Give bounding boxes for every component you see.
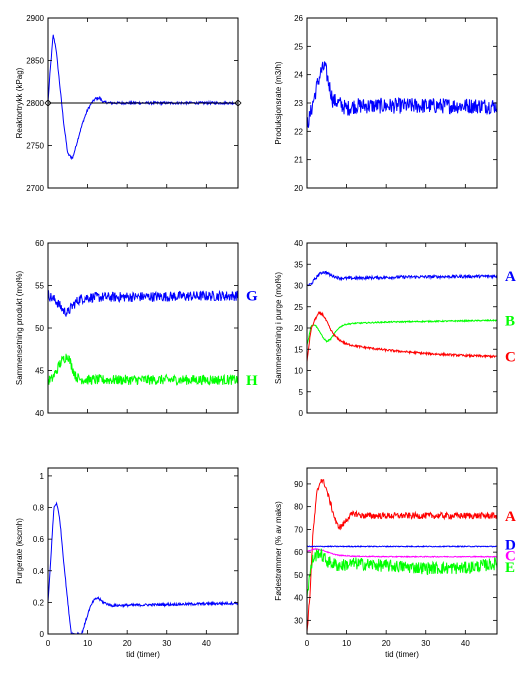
x-axis-label: tid (timer) bbox=[385, 650, 419, 659]
y-tick-label: 1 bbox=[40, 472, 45, 481]
y-axis-label: Fødestrømmer (% av maks) bbox=[274, 501, 283, 601]
y-axis-label: Sammensetning produkt (mol%) bbox=[15, 271, 24, 386]
y-tick-label: 2850 bbox=[26, 57, 44, 66]
y-axis-label: Purgerate (kscmh) bbox=[15, 518, 24, 584]
y-tick-label: 40 bbox=[294, 594, 303, 603]
chart-panel-1: 2700 2750 2800 2850 2900 Reaktortrykk (kPag) bbox=[15, 14, 242, 193]
series-label-C: C bbox=[505, 549, 516, 565]
series-label-A: A bbox=[505, 269, 516, 285]
plot-frame bbox=[306, 242, 498, 414]
x-tick-label: 30 bbox=[421, 639, 430, 648]
series-line-magenta bbox=[307, 547, 497, 559]
chart-panel-3: 40 45 50 55 60 Sammensetning produkt (mol%) G H bbox=[15, 239, 258, 418]
y-tick-label: 2700 bbox=[26, 184, 44, 193]
plot-frame bbox=[47, 242, 239, 414]
series-label-C: C bbox=[505, 349, 516, 365]
x-tick-label: 10 bbox=[83, 639, 92, 648]
y-tick-label: 0.2 bbox=[33, 598, 45, 607]
chart-panel-6: 30 40 50 60 70 80 90 0 10 20 30 40 Fødestrømmer (% a… bbox=[274, 467, 516, 659]
y-tick-label: 0.8 bbox=[33, 504, 45, 513]
series-line-blue bbox=[48, 289, 238, 317]
y-tick-label: 26 bbox=[294, 14, 303, 23]
y-tick-label: 45 bbox=[35, 367, 44, 376]
y-tick-label: 55 bbox=[35, 282, 44, 291]
y-tick-label: 15 bbox=[294, 345, 303, 354]
series-line-blue bbox=[48, 34, 238, 161]
x-tick-label: 0 bbox=[305, 639, 310, 648]
x-tick-label: 20 bbox=[123, 639, 132, 648]
y-tick-label: 10 bbox=[294, 367, 303, 376]
series-line-green bbox=[307, 318, 497, 346]
y-tick-label: 50 bbox=[35, 324, 44, 333]
series-line-blue bbox=[307, 61, 497, 128]
y-tick-label: 70 bbox=[294, 525, 303, 534]
x-tick-label: 40 bbox=[461, 639, 470, 648]
series-label-B: B bbox=[505, 313, 515, 329]
y-tick-label: 2800 bbox=[26, 99, 44, 108]
y-tick-label: 60 bbox=[35, 239, 44, 248]
series-line-blue bbox=[48, 501, 238, 634]
y-tick-label: 0.6 bbox=[33, 535, 45, 544]
y-tick-label: 22 bbox=[294, 127, 303, 136]
y-tick-label: 2750 bbox=[26, 142, 44, 151]
series-line-green bbox=[48, 353, 238, 386]
y-tick-label: 23 bbox=[294, 99, 303, 108]
y-tick-label: 30 bbox=[294, 282, 303, 291]
y-tick-label: 2900 bbox=[26, 14, 44, 23]
y-tick-label: 0.4 bbox=[33, 567, 45, 576]
y-tick-label: 0 bbox=[40, 630, 45, 639]
y-tick-label: 40 bbox=[294, 239, 303, 248]
chart-panel-2: 20 21 22 23 24 25 26 Produksjonsrate (m3/h) bbox=[274, 14, 498, 193]
chart-panel-4: 0 5 10 15 20 25 30 35 40 Sammensetning i purge (m… bbox=[274, 239, 516, 418]
x-tick-label: 0 bbox=[46, 639, 51, 648]
series-line-blue bbox=[307, 545, 497, 548]
y-tick-label: 50 bbox=[294, 571, 303, 580]
y-tick-label: 0 bbox=[299, 409, 304, 418]
y-tick-label: 24 bbox=[294, 71, 303, 80]
y-tick-label: 60 bbox=[294, 548, 303, 557]
x-tick-label: 20 bbox=[382, 639, 391, 648]
plot-frame bbox=[47, 467, 239, 635]
series-line-blue bbox=[307, 270, 497, 287]
y-axis-label: Produksjonsrate (m3/h) bbox=[274, 61, 283, 144]
y-tick-label: 20 bbox=[294, 324, 303, 333]
series-label-G: G bbox=[246, 289, 258, 305]
y-tick-label: 90 bbox=[294, 480, 303, 489]
x-axis-label: tid (timer) bbox=[126, 650, 160, 659]
y-tick-label: 25 bbox=[294, 42, 303, 51]
y-tick-label: 5 bbox=[299, 388, 304, 397]
x-tick-label: 40 bbox=[202, 639, 211, 648]
series-label-A: A bbox=[505, 509, 516, 525]
series-label-D: D bbox=[505, 538, 516, 554]
y-tick-label: 25 bbox=[294, 303, 303, 312]
y-tick-label: 30 bbox=[294, 616, 303, 625]
plot-frame bbox=[306, 467, 498, 635]
x-tick-label: 30 bbox=[162, 639, 171, 648]
y-tick-label: 21 bbox=[294, 156, 303, 165]
y-axis-label: Sammensetning i purge (mol%) bbox=[274, 272, 283, 384]
series-label-H: H bbox=[246, 373, 258, 389]
series-line-green bbox=[307, 548, 497, 598]
y-tick-label: 35 bbox=[294, 260, 303, 269]
y-tick-label: 20 bbox=[294, 184, 303, 193]
y-axis-label: Reaktortrykk (kPag) bbox=[15, 67, 24, 138]
y-tick-label: 40 bbox=[35, 409, 44, 418]
x-tick-label: 10 bbox=[342, 639, 351, 648]
y-tick-label: 80 bbox=[294, 503, 303, 512]
series-label-E: E bbox=[505, 560, 515, 576]
series-line-red bbox=[307, 310, 497, 363]
series-line-red bbox=[307, 478, 497, 632]
